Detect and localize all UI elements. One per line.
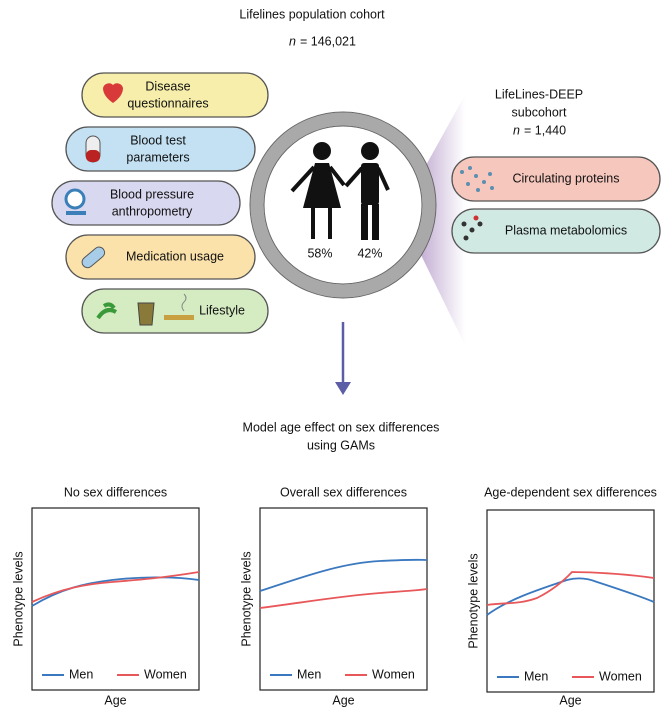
panel-frame — [260, 508, 427, 690]
legend-label: Men — [297, 667, 321, 681]
data-type-label: questionnaires — [127, 96, 208, 110]
tube-icon — [86, 150, 100, 162]
cohort-count: = 146,021 — [300, 34, 356, 48]
panel-frame — [32, 508, 199, 690]
x-axis-label: Age — [559, 693, 581, 707]
n-symbol: n — [513, 123, 520, 137]
data-type-label: Disease — [145, 79, 190, 93]
y-axis-label: Phenotype levels — [11, 551, 25, 646]
men-curve — [487, 578, 654, 615]
men-share: 42% — [357, 246, 382, 260]
subcohort-count: = 1,440 — [524, 123, 566, 137]
gauge-icon — [66, 211, 86, 215]
model-text: using GAMs — [307, 438, 375, 452]
panel-title: No sex differences — [64, 485, 167, 499]
legend-label: Men — [524, 669, 548, 683]
data-type-label: parameters — [126, 150, 189, 164]
drink-icon — [138, 303, 154, 325]
data-type-label: Lifestyle — [199, 303, 245, 317]
x-axis-label: Age — [104, 693, 126, 707]
x-axis-label: Age — [332, 693, 354, 707]
legend-label: Women — [144, 667, 187, 681]
legend-label: Men — [69, 667, 93, 681]
data-type-label: Blood pressure — [110, 187, 194, 201]
figure: Lifelines population cohort n = 146,021 … — [0, 0, 672, 708]
subcohort-title: subcohort — [512, 105, 567, 119]
n-symbol: n — [289, 34, 296, 48]
arrow-head — [335, 382, 351, 395]
legend-label: Women — [372, 667, 415, 681]
subcohort-item: Circulating proteins — [513, 171, 620, 185]
y-axis-label: Phenotype levels — [466, 553, 480, 648]
y-axis-label: Phenotype levels — [239, 551, 253, 646]
data-type-label: Medication usage — [126, 249, 224, 263]
women-curve — [260, 589, 427, 608]
men-curve — [260, 560, 427, 591]
cohort-title: Lifelines population cohort — [239, 7, 385, 21]
model-text: Model age effect on sex differences — [243, 420, 440, 434]
data-type-label: Blood test — [130, 133, 186, 147]
subcohort-title: LifeLines-DEEP — [495, 87, 583, 101]
panel-title: Overall sex differences — [280, 485, 407, 499]
data-type-label: anthropometry — [112, 204, 193, 218]
gauge-icon — [66, 190, 84, 208]
women-curve — [32, 572, 199, 602]
legend-label: Women — [599, 669, 642, 683]
cigarette-icon — [164, 315, 194, 320]
women-share: 58% — [307, 246, 332, 260]
panel-title: Age-dependent sex differences — [484, 485, 657, 499]
subcohort-item: Plasma metabolomics — [505, 223, 627, 237]
cohort-circle — [257, 119, 429, 291]
